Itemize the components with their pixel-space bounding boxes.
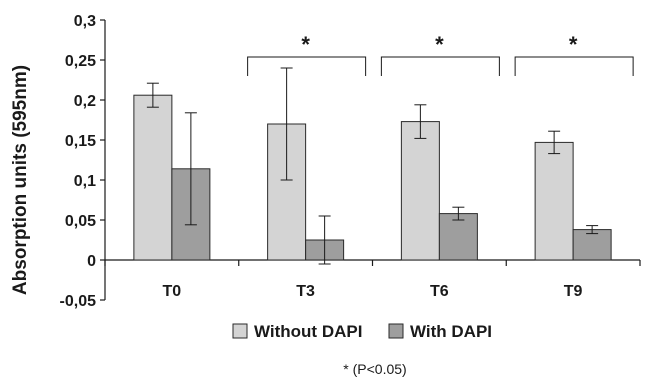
y-tick-label: 0,1 bbox=[74, 173, 96, 190]
y-tick-label: 0,3 bbox=[74, 13, 96, 30]
bar bbox=[133, 94, 173, 261]
y-tick-label: 0,15 bbox=[65, 133, 96, 150]
bar bbox=[400, 121, 440, 261]
significance-brackets: * * * bbox=[247, 32, 634, 76]
x-axis: T0 T3 T6 T9 bbox=[104, 259, 641, 300]
bar bbox=[438, 213, 478, 261]
x-tick-label: T3 bbox=[296, 283, 315, 300]
significance-star: * bbox=[435, 32, 444, 57]
y-tick-label: 0,05 bbox=[65, 213, 96, 230]
y-axis: -0,05 0 0,05 0,1 0,15 0,2 0,25 0,3 bbox=[60, 13, 106, 310]
significance-bracket bbox=[514, 56, 634, 76]
legend-label: Without DAPI bbox=[254, 322, 362, 341]
legend-swatch bbox=[388, 323, 404, 339]
y-tick-label: -0,05 bbox=[60, 293, 97, 310]
significance-star: * bbox=[569, 32, 578, 57]
x-tick-label: T6 bbox=[430, 283, 449, 300]
legend-swatch bbox=[232, 323, 248, 339]
error-bars bbox=[146, 67, 599, 265]
bar bbox=[572, 229, 612, 261]
significance-bracket bbox=[247, 56, 367, 76]
significance-bracket bbox=[380, 56, 500, 76]
legend-label: With DAPI bbox=[410, 322, 492, 341]
legend: Without DAPI With DAPI bbox=[232, 322, 492, 341]
y-tick-label: 0 bbox=[87, 253, 96, 270]
significance-star: * bbox=[301, 32, 310, 57]
bars bbox=[133, 94, 612, 261]
x-tick-label: T0 bbox=[163, 283, 182, 300]
footnote: * (P<0.05) bbox=[343, 361, 406, 377]
bar bbox=[534, 141, 574, 261]
y-tick-label: 0,2 bbox=[74, 93, 96, 110]
x-tick-label: T9 bbox=[564, 283, 583, 300]
y-tick-label: 0,25 bbox=[65, 53, 96, 70]
y-axis-label: Absorption units (595nm) bbox=[10, 65, 31, 295]
